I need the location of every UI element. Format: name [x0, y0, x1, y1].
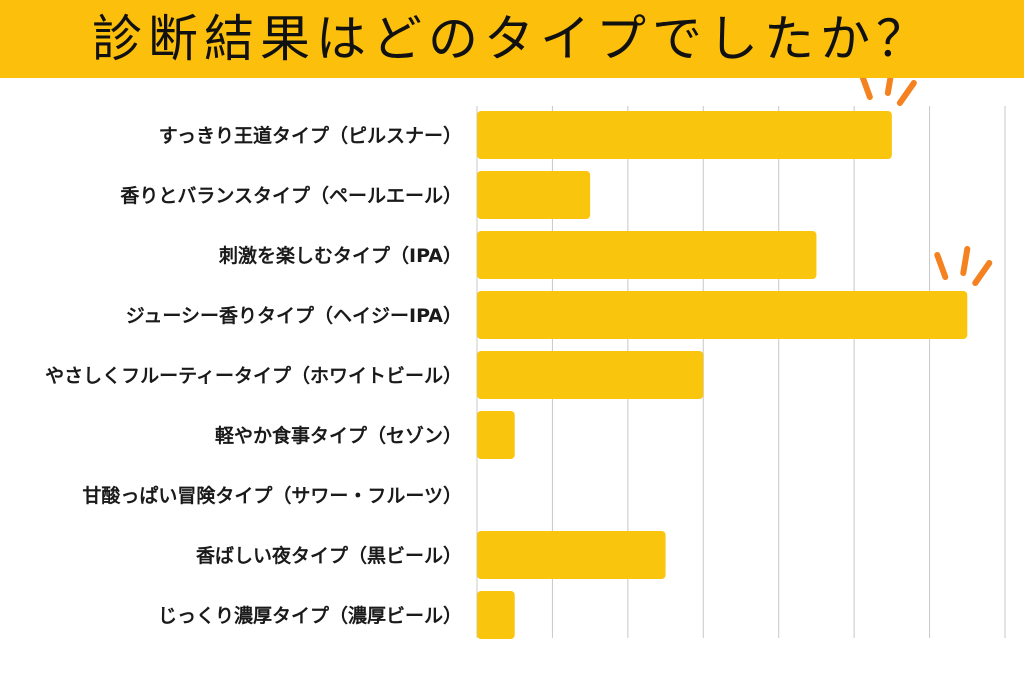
emphasis-mark — [934, 252, 949, 280]
category-label: じっくり濃厚タイプ（濃厚ビール） — [158, 604, 462, 627]
category-label: 香ばしい夜タイプ（黒ビール） — [195, 544, 462, 567]
bar — [477, 171, 591, 219]
emphasis-mark — [972, 260, 993, 286]
category-label: 甘酸っぱい冒険タイプ（サワー・フルーツ） — [82, 484, 462, 507]
title-bar — [0, 0, 1024, 78]
bar — [477, 111, 892, 159]
bar-chart: すっきり王道タイプ（ピルスナー） 香りとバランスタイプ（ペールエール） 刺激を楽しむ… — [45, 78, 1006, 639]
chart-title: 診断結果はどのタイプでしたか？ — [92, 10, 932, 68]
category-label: ジューシー香りタイプ（ヘイジーIPA） — [126, 304, 462, 327]
bar — [477, 531, 666, 579]
emphasis-mark — [960, 246, 971, 276]
bar — [477, 291, 968, 339]
bar — [477, 591, 515, 639]
category-label: やさしくフルーティータイプ（ホワイトビール） — [45, 364, 462, 387]
category-label: 刺激を楽しむタイプ（IPA） — [219, 244, 462, 267]
bar — [477, 231, 817, 279]
category-label: 香りとバランスタイプ（ペールエール） — [119, 184, 462, 207]
bar — [477, 411, 515, 459]
category-label: 軽やか食事タイプ（セゾン） — [215, 424, 462, 447]
emphasis-mark — [859, 78, 873, 100]
emphasis-mark — [884, 78, 894, 96]
bar — [477, 351, 704, 399]
emphasis-mark — [896, 80, 917, 106]
category-label: すっきり王道タイプ（ピルスナー） — [159, 124, 462, 147]
